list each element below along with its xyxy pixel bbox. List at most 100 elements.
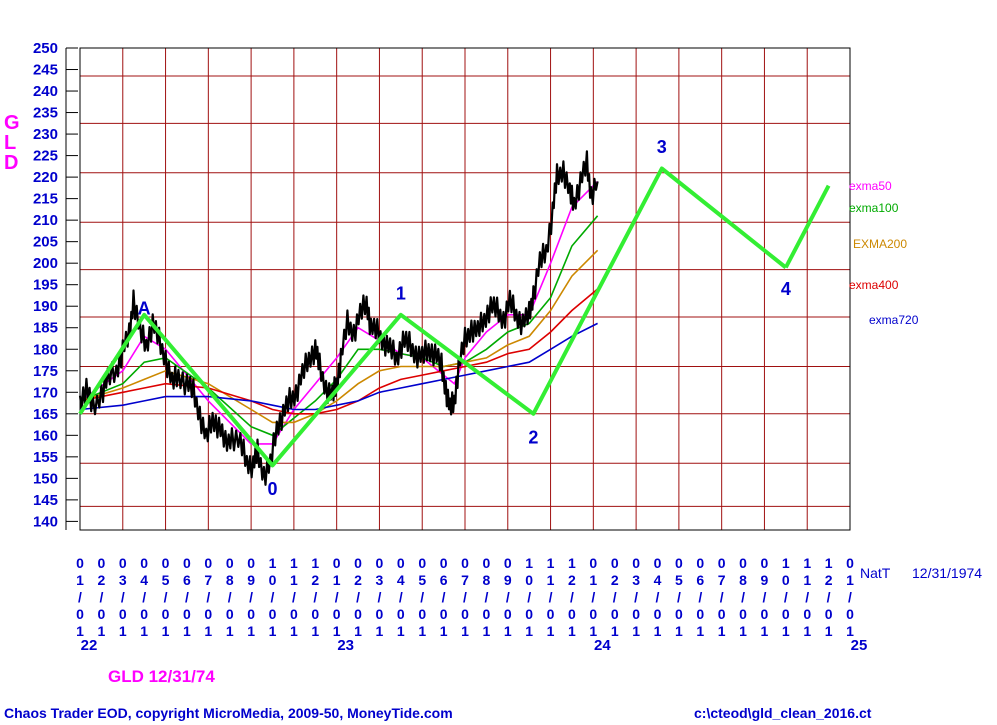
ticker-side-label: G L D: [4, 112, 20, 174]
wave-label-A: A: [138, 298, 151, 318]
x-tick-label-char: 1: [589, 572, 597, 588]
x-tick-label-char: /: [741, 589, 745, 605]
x-tick-label-char: /: [591, 589, 595, 605]
x-tick-label-char: /: [313, 589, 317, 605]
wave-lines: [78, 166, 831, 468]
x-tick-label-char: 1: [354, 623, 362, 639]
x-tick-label-char: 5: [418, 572, 426, 588]
y-tick-label: 195: [33, 277, 58, 294]
x-tick-label-char: 1: [376, 623, 384, 639]
y-tick-label: 175: [33, 363, 58, 380]
x-tick-label-char: 0: [461, 555, 469, 571]
x-tick-label-char: 1: [333, 623, 341, 639]
y-axis: 140 145 150 155 160 165 170 175 180 185 190 195 200 2…: [33, 40, 78, 530]
legend: exma50 exma100 EXMA200 exma400 exma720: [849, 179, 919, 327]
wave-label-2: 2: [528, 427, 538, 447]
x-tick-label-char: 0: [226, 555, 234, 571]
x-tick-label-char: 0: [525, 572, 533, 588]
x-tick-label-char: 0: [204, 555, 212, 571]
x-tick-label-char: 0: [397, 606, 405, 622]
x-tick-label-char: 1: [739, 623, 747, 639]
y-tick-label: 235: [33, 105, 58, 122]
legend-item-exma100: exma100: [849, 201, 899, 215]
x-tick-label-char: 1: [226, 623, 234, 639]
x-tick-label-char: 0: [333, 555, 341, 571]
x-tick-label-char: 1: [803, 623, 811, 639]
legend-item-exma400: exma400: [849, 278, 899, 292]
x-tick-label-char: 1: [568, 623, 576, 639]
x-tick-label-char: 4: [397, 572, 405, 588]
x-tick-label-char: /: [377, 589, 381, 605]
x-tick-label-char: /: [484, 589, 488, 605]
x-tick-label-char: /: [399, 589, 403, 605]
x-tick-label-char: /: [506, 589, 510, 605]
x-tick-label-char: 1: [718, 623, 726, 639]
legend-item-exma720: exma720: [869, 313, 919, 327]
legend-item-exma200: EXMA200: [853, 237, 907, 251]
x-tick-label-char: 0: [97, 606, 105, 622]
x-tick-label-char: 0: [162, 555, 170, 571]
x-tick-label-char: 0: [589, 555, 597, 571]
ticker-letter-3: D: [4, 152, 18, 174]
x-tick-label-char: 6: [183, 572, 191, 588]
ema-line-exma720: [79, 322, 598, 411]
x-tick-label-char: /: [463, 589, 467, 605]
x-tick-label-char: 1: [418, 623, 426, 639]
y-tick-label: 160: [33, 427, 58, 444]
x-tick-label-char: 0: [654, 555, 662, 571]
x-tick-label-char: 1: [589, 623, 597, 639]
y-tick-label: 230: [33, 126, 58, 143]
x-tick-label-char: 0: [568, 606, 576, 622]
x-tick-label-char: /: [249, 589, 253, 605]
wave-label-3: 3: [657, 137, 667, 157]
x-tick-label-char: 0: [718, 555, 726, 571]
x-tick-label-char: /: [99, 589, 103, 605]
x-tick-label-char: 5: [675, 572, 683, 588]
y-tick-label: 240: [33, 83, 58, 100]
x-tick-label-char: 0: [162, 606, 170, 622]
x-tick-label-char: 1: [504, 623, 512, 639]
x-tick-label-char: /: [762, 589, 766, 605]
x-tick-label-char: 0: [632, 555, 640, 571]
x-tick-label-char: 1: [397, 623, 405, 639]
x-tick-label-char: 1: [333, 572, 341, 588]
x-tick-label-char: 1: [311, 623, 319, 639]
x-tick-label-char: 0: [418, 555, 426, 571]
wave-line-0: [78, 166, 788, 468]
x-tick-label-char: /: [549, 589, 553, 605]
x-tick-label-char: 8: [226, 572, 234, 588]
x-tick-label-char: 0: [440, 606, 448, 622]
x-tick-label-char: 1: [803, 555, 811, 571]
x-tick-label-char: 0: [696, 555, 704, 571]
x-tick-label-char: 0: [183, 606, 191, 622]
x-tick-label-char: 0: [97, 555, 105, 571]
x-tick-label-char: 1: [311, 555, 319, 571]
x-tick-label-char: /: [805, 589, 809, 605]
x-tick-label-char: 1: [290, 623, 298, 639]
x-tick-label-char: 9: [761, 572, 769, 588]
x-tick-label-char: 0: [76, 606, 84, 622]
x-tick-label-char: 1: [269, 623, 277, 639]
x-tick-label-char: 1: [76, 572, 84, 588]
x-tick-label-char: 1: [290, 555, 298, 571]
x-tick-label-char: 0: [696, 606, 704, 622]
x-tick-label-char: 4: [654, 572, 662, 588]
x-tick-label-char: /: [78, 589, 82, 605]
x-tick-label-char: 1: [525, 623, 533, 639]
x-tick-label-char: 7: [718, 572, 726, 588]
x-tick-label-char: 0: [504, 606, 512, 622]
y-tick-label: 140: [33, 513, 58, 530]
x-tick-label-char: /: [527, 589, 531, 605]
price-series: [78, 150, 599, 486]
x-tick-label-char: /: [164, 589, 168, 605]
y-tick-label: 245: [33, 62, 58, 79]
x-tick-label-char: 1: [204, 623, 212, 639]
x-tick-label-char: /: [121, 589, 125, 605]
x-tick-label-char: /: [292, 589, 296, 605]
x-axis-label: NatT: [860, 565, 891, 581]
x-tick-label-char: /: [570, 589, 574, 605]
x-tick-label-char: 2: [354, 572, 362, 588]
x-tick-label-char: 0: [354, 606, 362, 622]
x-tick-label-char: 0: [376, 555, 384, 571]
y-tick-label: 250: [33, 40, 58, 57]
